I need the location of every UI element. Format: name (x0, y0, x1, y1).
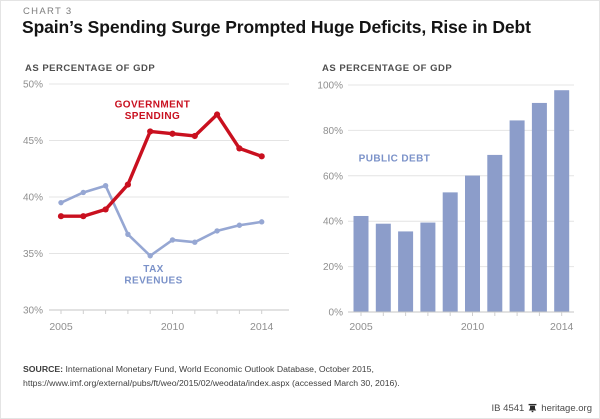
x-tick-label: 2010 (161, 321, 185, 333)
bar (465, 175, 480, 312)
y-tick-label: 0% (329, 308, 344, 319)
data-point (259, 219, 265, 225)
data-point (58, 199, 64, 206)
source-line2: https://www.imf.org/external/pubs/ft/weo… (23, 378, 400, 388)
line-chart-axis-title: AS PERCENTAGE OF GDP (25, 63, 156, 74)
y-tick-label: 45% (23, 136, 43, 147)
data-point (125, 231, 131, 237)
data-point (80, 213, 87, 220)
y-tick-label: 40% (323, 217, 343, 228)
bar (442, 192, 458, 312)
bar (554, 90, 570, 312)
bar-chart-axis-title: AS PERCENTAGE OF GDP (322, 63, 453, 74)
line-chart-svg: 30% 35% 40% 45% 50% 2005 2010 2014 GOVERNMENTSPE… (23, 80, 289, 333)
y-tick-label: 20% (323, 262, 343, 273)
bar-chart-svg: 0% 20% 40% 60% 80% 100% 2005 2010 2014 PUBLIC DEB… (317, 81, 574, 333)
data-point (102, 206, 109, 213)
x-tick-label: 2005 (349, 321, 373, 333)
y-tick-label: 60% (323, 171, 343, 182)
line-chart-panel: AS PERCENTAGE OF GDP 30% 35% 40% 45% 50% 2005… (11, 61, 301, 353)
x-tick-label: 2014 (250, 321, 274, 333)
series-line (60, 184, 262, 258)
bar (398, 231, 414, 312)
series-label: TAX (143, 264, 163, 275)
bar (531, 102, 547, 312)
data-point (191, 132, 198, 140)
heritage-bell-icon (528, 403, 537, 413)
data-point (57, 213, 65, 220)
chart-number: CHART 3 (23, 6, 73, 17)
chart-title: Spain’s Spending Surge Prompted Huge Def… (22, 17, 531, 37)
source-label: SOURCE: (23, 364, 64, 374)
bar (487, 154, 503, 312)
data-point (102, 183, 109, 189)
y-tick-label: 50% (23, 80, 43, 91)
bar (353, 215, 369, 312)
x-tick-label: 2014 (550, 321, 574, 333)
source-line1: International Monetary Fund, World Econo… (63, 364, 374, 374)
report-id: IB 4541 (491, 403, 525, 414)
series-label: PUBLIC DEBT (359, 153, 431, 164)
data-point (147, 253, 153, 259)
series-label: REVENUES (124, 276, 182, 287)
data-point (214, 228, 220, 234)
data-point (80, 189, 87, 196)
y-tick-label: 80% (323, 126, 343, 137)
bar-chart-panel: AS PERCENTAGE OF GDP 0% 20% 40% 60% 80% 100% 2… (301, 61, 591, 353)
bar (420, 222, 436, 312)
series-label: GOVERNMENT (115, 100, 191, 111)
data-point (236, 222, 243, 228)
y-tick-label: 35% (23, 249, 43, 260)
y-tick-label: 30% (23, 306, 43, 317)
site-link[interactable]: heritage.org (541, 403, 592, 414)
y-tick-label: 100% (317, 81, 343, 92)
series-label: SPENDING (125, 111, 180, 122)
data-point (147, 128, 154, 135)
bar (509, 120, 525, 312)
data-point (192, 239, 198, 245)
data-point (124, 181, 131, 188)
bar (375, 223, 391, 312)
y-tick-label: 40% (23, 193, 43, 204)
series-line (61, 112, 263, 218)
data-point (169, 130, 176, 137)
data-point (236, 145, 243, 152)
data-point (214, 111, 221, 118)
data-point (258, 153, 265, 160)
source-note: SOURCE: International Monetary Fund, Wor… (23, 362, 463, 390)
footer-right: IB 4541 heritage.org (492, 403, 592, 414)
data-point (169, 237, 176, 243)
x-tick-label: 2005 (49, 321, 73, 333)
x-tick-label: 2010 (461, 321, 485, 333)
